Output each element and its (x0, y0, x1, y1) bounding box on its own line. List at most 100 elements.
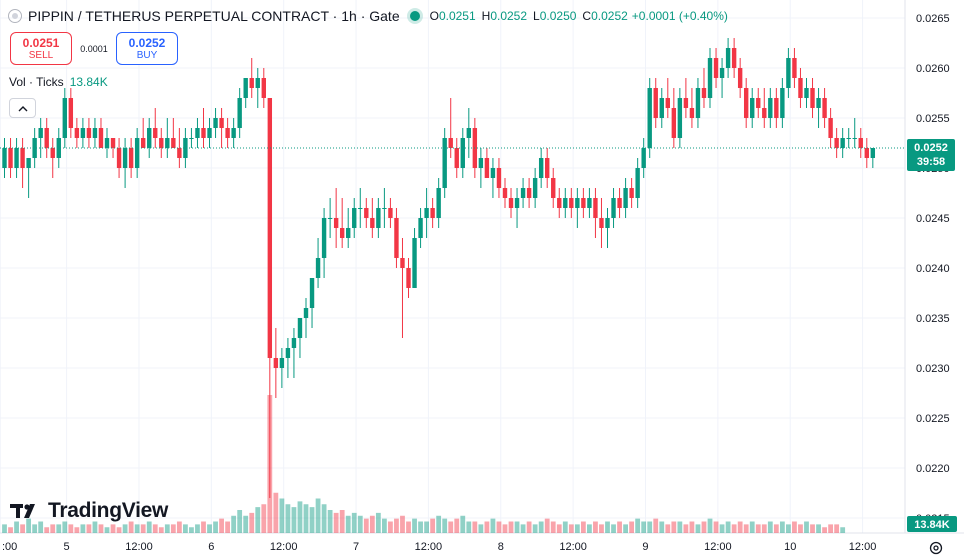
volume-bar (285, 504, 291, 533)
time-axis[interactable]: :00 5 12:00 6 12:00 7 12:00 8 12:00 9 12:00 10 12:00 (2, 541, 876, 553)
volume-bar (74, 527, 80, 533)
candle-body (382, 208, 387, 209)
buy-label: BUY (136, 49, 158, 61)
volume-bar (56, 524, 62, 533)
candle-body (285, 348, 291, 358)
volume-bar (707, 518, 713, 533)
candle-body (563, 198, 568, 208)
candle-body (762, 108, 767, 118)
candle-body (545, 158, 550, 178)
candle-body (400, 258, 405, 268)
candle-body (128, 148, 134, 168)
candle-body (189, 138, 194, 139)
candle-body (798, 78, 803, 98)
volume-bar (526, 521, 532, 533)
candle-body (508, 198, 514, 208)
volume-bar (448, 521, 454, 533)
candle-body (647, 88, 652, 148)
time-tick-label: 10 (784, 541, 796, 553)
candle-body (599, 218, 604, 228)
last-price-tag: 0.0252 39:58 (907, 139, 955, 171)
volume-legend[interactable]: Vol · Ticks 13.84K (9, 75, 108, 89)
spread-value: 0.0001 (80, 43, 108, 54)
time-tick-label: 7 (353, 541, 359, 553)
candle-body (261, 78, 266, 98)
candle-body (569, 198, 574, 208)
candle-body (171, 138, 176, 148)
volume-bar (816, 524, 821, 533)
candle-body (774, 98, 779, 118)
volume-bar (828, 524, 834, 533)
candle-body (327, 218, 333, 219)
candle-body (502, 188, 508, 198)
volume-bar (442, 518, 448, 533)
time-tick-label: 12:00 (849, 541, 877, 553)
candle-body (683, 98, 689, 108)
candle-body (98, 128, 104, 148)
symbol-title[interactable]: PIPPIN / TETHERUS PERPETUAL CONTRACT · 1… (28, 8, 400, 24)
volume-bar (580, 521, 586, 533)
volume-bar (189, 527, 194, 533)
close-value: 0.0252 (591, 9, 628, 23)
volume-bar (490, 518, 496, 533)
price-axis[interactable]: 0.02650.02600.02550.02500.02450.02400.02… (916, 13, 950, 525)
candle-body (484, 158, 490, 178)
brand-name: TradingView (48, 499, 169, 522)
volume-bar (243, 515, 249, 533)
candle-body (321, 218, 327, 258)
volume-bar (834, 524, 840, 533)
volume-bar (158, 527, 164, 533)
volume-bar (225, 521, 231, 533)
tradingview-logo[interactable]: TradingView (10, 499, 168, 523)
candle-body (412, 238, 417, 288)
candle-body (460, 138, 465, 168)
volume-bar (140, 524, 146, 533)
volume-bar (369, 515, 375, 533)
buy-button[interactable]: 0.0252 BUY (116, 32, 178, 65)
high-label: H (481, 9, 491, 23)
candle-body (92, 128, 98, 138)
candle-body (44, 128, 49, 148)
candle-body (376, 208, 381, 228)
volume-bar (128, 521, 134, 533)
volume-bar (665, 524, 671, 533)
high-value: 0.0252 (490, 9, 528, 23)
volume-bar (351, 512, 357, 533)
volume-bar (792, 521, 797, 533)
candle-body (538, 158, 544, 178)
volume-bar (430, 518, 436, 533)
settings-gear-icon[interactable] (928, 540, 944, 556)
volume-bar (122, 524, 128, 533)
candle-body (707, 58, 713, 98)
volume-bar (273, 492, 279, 533)
candle-body (520, 188, 526, 198)
volume-bar (62, 521, 68, 533)
volume-bar (116, 527, 122, 533)
candle-body (219, 118, 224, 128)
volume-bar (20, 524, 25, 533)
volume-bar (460, 515, 466, 533)
collapse-legend-button[interactable] (9, 98, 36, 118)
sell-button[interactable]: 0.0251 SELL (10, 32, 72, 65)
volume-bar (339, 510, 345, 533)
volume-bar (538, 521, 544, 533)
volume-bar (773, 524, 779, 533)
sell-label: SELL (28, 49, 54, 61)
change-value: +0.0001 (+0.40%) (631, 9, 728, 23)
volume-bar (737, 521, 743, 533)
time-tick-label: 12:00 (270, 541, 298, 553)
volume-tag: 13.84K (907, 516, 957, 532)
volume-bar (424, 521, 429, 533)
candle-body (38, 128, 43, 138)
volume-bar (683, 524, 689, 533)
candle-body (526, 188, 532, 198)
candle-body (629, 188, 634, 198)
candle-body (177, 148, 182, 158)
volume-bar (26, 518, 32, 533)
candle-body (635, 168, 640, 198)
chevron-up-icon (18, 105, 27, 111)
candle-body (786, 58, 791, 88)
volume-bar (50, 524, 56, 533)
volume-bar (400, 515, 405, 533)
